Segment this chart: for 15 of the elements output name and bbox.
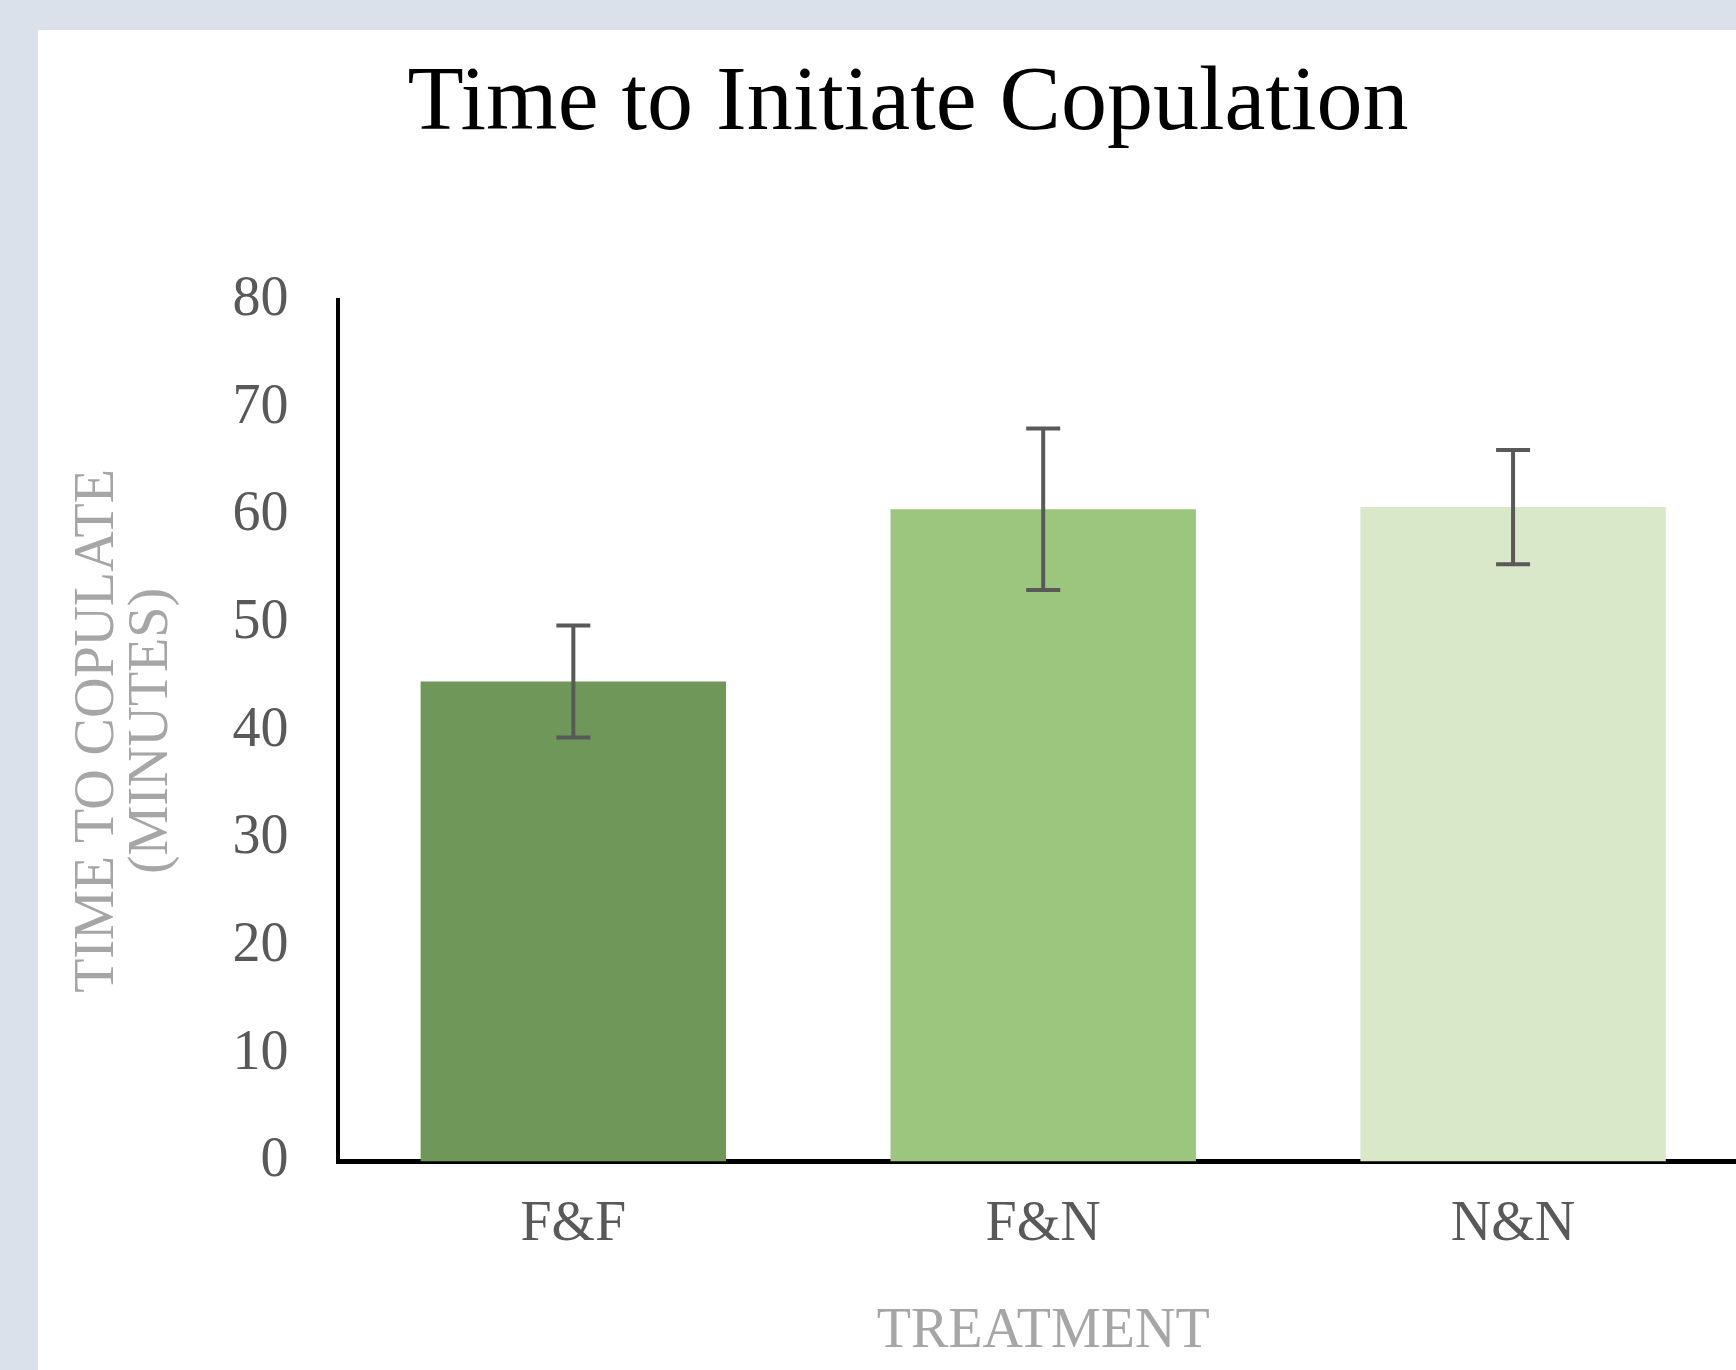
y-tick-label: 60 — [232, 480, 289, 543]
y-tick-label: 20 — [232, 911, 289, 973]
y-tick-label: 30 — [232, 803, 289, 866]
y-tick-label: 50 — [232, 588, 289, 651]
y-tick-label: 10 — [232, 1018, 289, 1081]
y-tick-label: 40 — [232, 695, 289, 758]
x-tick-label: N&N — [1450, 1189, 1576, 1252]
x-axis-title: TREATMENT — [876, 1297, 1210, 1360]
y-axis-title: TIME TO COPULATE (MINUTES) — [63, 469, 180, 993]
y-tick-label: 80 — [232, 265, 289, 328]
x-tick-label: F&N — [985, 1189, 1101, 1252]
y-tick-label: 0 — [260, 1126, 289, 1189]
x-tick-label: F&F — [520, 1189, 627, 1252]
chart-title: Time to Initiate Copulation — [407, 47, 1409, 150]
y-tick-label: 70 — [232, 372, 289, 435]
